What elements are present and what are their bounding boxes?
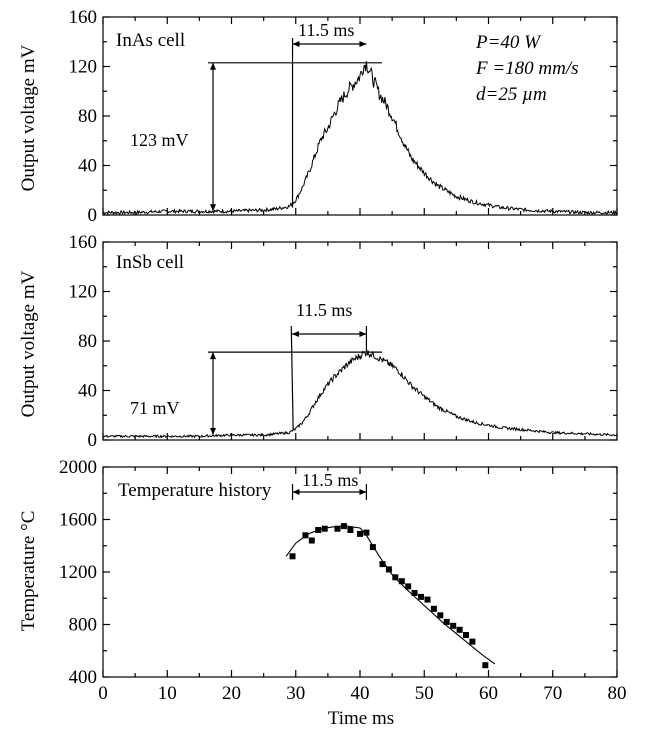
temperature-point (321, 525, 328, 532)
temperature-point (302, 532, 309, 539)
temperature-fit-curve (285, 525, 496, 665)
x-tick-label: 10 (158, 683, 177, 704)
y-tick-label: 1200 (59, 562, 97, 583)
temperature-point (424, 596, 431, 603)
temperature-point (334, 525, 341, 532)
temperature-point (482, 662, 489, 669)
y-tick-label: 40 (78, 156, 97, 177)
x-tick-label: 80 (608, 683, 627, 704)
middle-peak-annotation: 71 mV (130, 398, 180, 418)
middle-onset-line (290, 325, 294, 431)
temperature-point (398, 578, 405, 585)
temperature-point (357, 530, 363, 537)
data-traces (102, 60, 618, 665)
top-width-annotation: 11.5 ms (298, 20, 354, 40)
y-axis-label-top: Output voltage mV (18, 44, 39, 191)
temperature-point (308, 537, 315, 544)
top-peak-annotation: 123 mV (130, 130, 189, 150)
temperature-point (392, 574, 399, 581)
temperature-point (418, 593, 424, 600)
middle-peak-height-arrow-head (210, 428, 216, 436)
middle-panel-label: InSb cell (116, 252, 184, 273)
x-tick-label: 40 (351, 683, 370, 704)
y-tick-label: 0 (88, 205, 98, 226)
y-tick-label: 2000 (59, 457, 97, 478)
top-peak-height-arrow-head (210, 62, 216, 70)
param-power: P=40 W (475, 32, 542, 53)
temperature-point (430, 605, 437, 612)
y-tick-label: 120 (69, 282, 98, 303)
temperature-point (369, 544, 376, 551)
x-tick-label: 70 (543, 683, 562, 704)
y-tick-label: 120 (69, 57, 98, 78)
temperature-point (463, 632, 469, 638)
x-tick-label: 60 (479, 683, 498, 704)
signal-trace-1 (102, 350, 618, 439)
bottom-width-arrow-head (292, 489, 300, 495)
temperature-point (385, 566, 392, 573)
signal-trace-0 (102, 60, 618, 216)
temperature-point (340, 523, 347, 530)
temperature-point (450, 622, 457, 629)
x-tick-label: 0 (98, 683, 108, 704)
temperature-point (289, 553, 296, 560)
annotation-lines (208, 38, 382, 500)
y-tick-label: 160 (69, 232, 98, 253)
y-axis-label-bottom: Temperature °C (18, 511, 39, 632)
y-axis-label-middle: Output voltage mV (18, 270, 39, 417)
top-width-arrow-head (359, 41, 367, 47)
temperature-point (469, 638, 476, 645)
bottom-width-annotation: 11.5 ms (302, 470, 358, 490)
y-tick-label: 80 (78, 106, 97, 127)
top-peak-height-arrow-head (210, 204, 216, 212)
bottom-width-arrow-head (359, 489, 367, 495)
y-tick-label: 80 (78, 331, 97, 352)
x-axis-label: Time ms (328, 708, 394, 729)
temperature-point (443, 618, 450, 625)
y-tick-label: 160 (69, 7, 98, 28)
middle-width-annotation: 11.5 ms (296, 300, 352, 320)
x-tick-label: 20 (222, 683, 241, 704)
y-tick-label: 800 (69, 615, 98, 636)
axes-frames (102, 16, 618, 678)
temperature-point (456, 626, 463, 633)
axis-ticks: 0408012016004080120160400800120016002000… (59, 7, 627, 704)
y-tick-label: 400 (69, 667, 98, 688)
top-panel-label: InAs cell (116, 30, 185, 51)
top-width-arrow-head (292, 41, 300, 47)
bottom-panel-label: Temperature history (118, 480, 272, 501)
temperature-point (379, 561, 386, 568)
data-markers (289, 523, 489, 669)
x-tick-label: 50 (415, 683, 434, 704)
middle-peak-height-arrow-head (210, 352, 216, 360)
middle-width-arrow-head (359, 331, 367, 337)
temperature-point (437, 612, 444, 619)
temperature-point (347, 527, 354, 533)
x-tick-label: 30 (286, 683, 305, 704)
y-tick-label: 1600 (59, 510, 97, 531)
y-tick-label: 40 (78, 381, 97, 402)
param-feed: F =180 mm/s (475, 58, 579, 79)
temperature-point (363, 529, 370, 536)
middle-width-arrow-head (291, 331, 299, 337)
param-diameter: d=25 µm (476, 84, 547, 105)
y-tick-label: 0 (88, 430, 98, 451)
temperature-point (405, 583, 412, 590)
temperature-point (315, 527, 322, 533)
temperature-point (411, 590, 418, 596)
